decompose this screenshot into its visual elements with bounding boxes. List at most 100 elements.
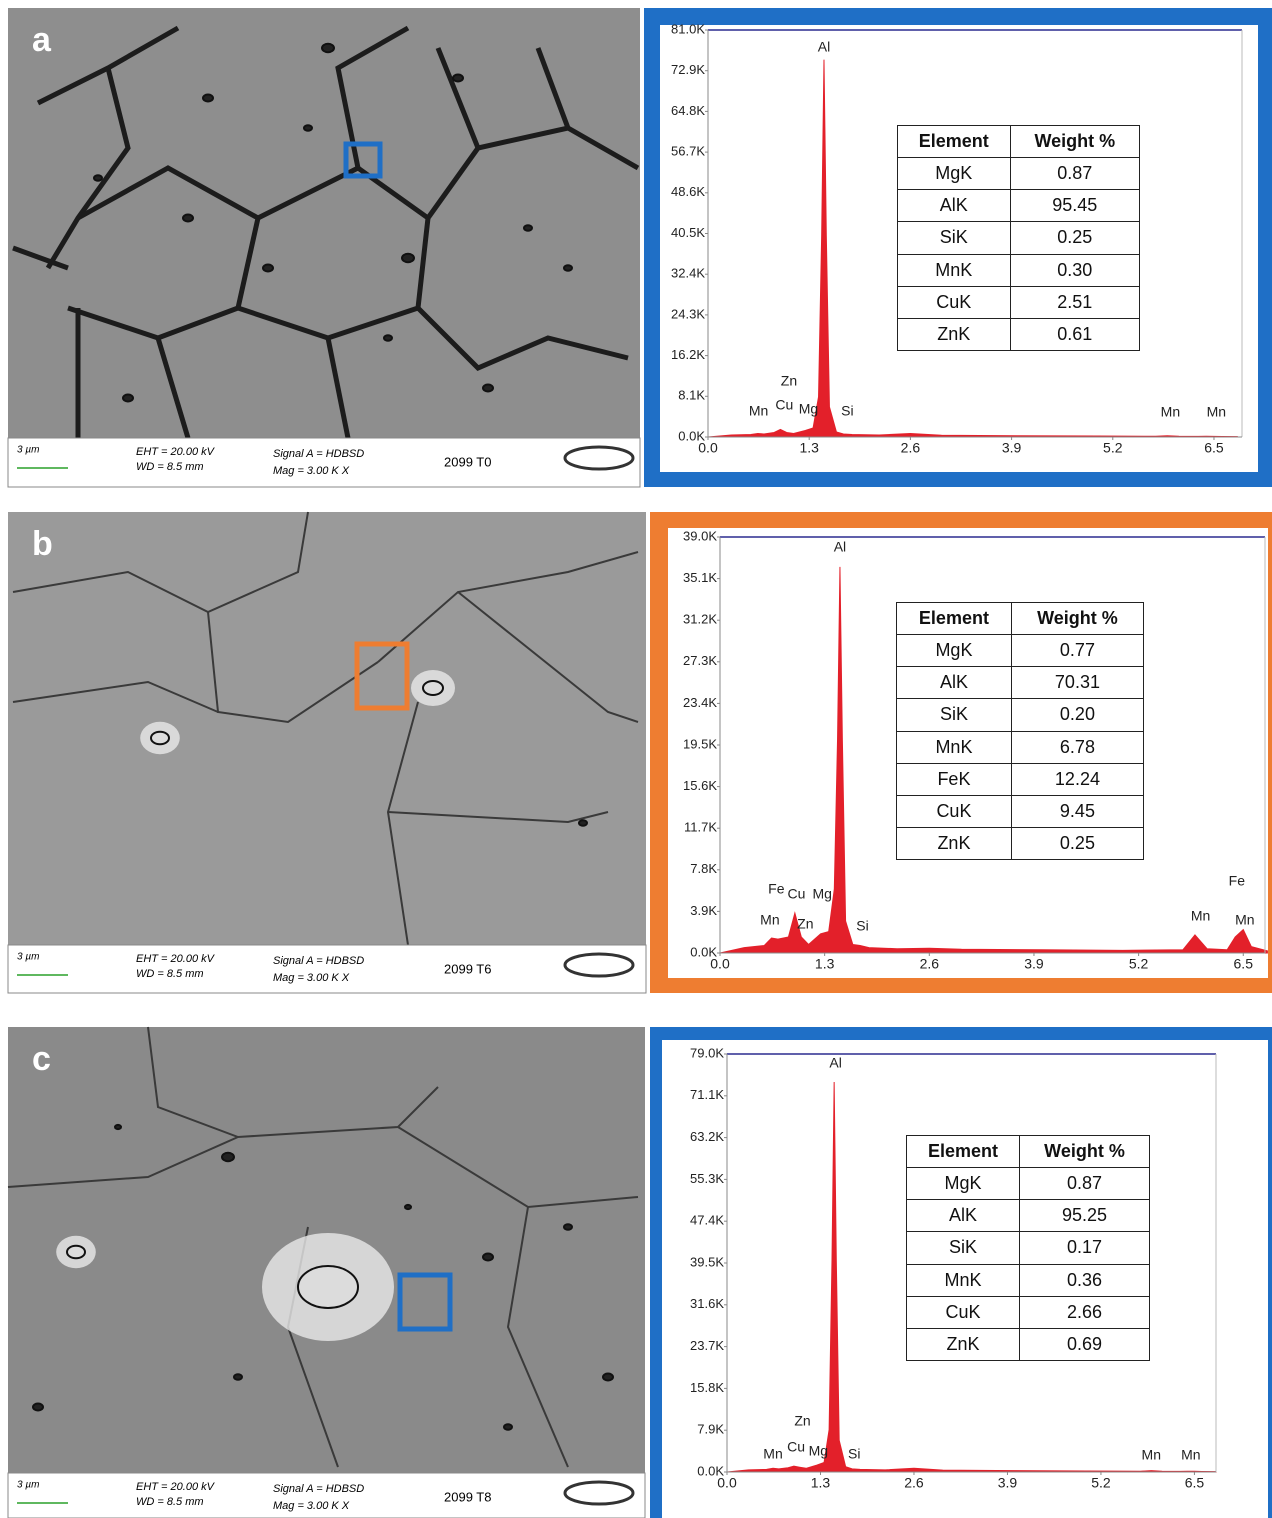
particle: [564, 1224, 572, 1230]
table-cell: 70.31: [1011, 667, 1143, 699]
table-cell: 2.51: [1010, 286, 1139, 318]
y-tick-label: 8.1K: [678, 388, 705, 403]
sample-name: 2099 T8: [444, 1489, 491, 1504]
table-cell: MnK: [897, 731, 1012, 763]
y-tick-label: 39.5K: [690, 1254, 724, 1269]
table-cell: 0.61: [1010, 318, 1139, 350]
page: {"panels": [ {"letter": "a", "frame_colo…: [0, 0, 1272, 1518]
table-cell: 0.87: [1010, 158, 1139, 190]
table-cell: ZnK: [907, 1328, 1020, 1360]
peak-label: Cu: [788, 886, 806, 902]
y-tick-label: 31.6K: [690, 1296, 724, 1311]
particle: [67, 1246, 85, 1259]
peak-label: Mn: [1207, 404, 1226, 420]
info-bar: [8, 438, 640, 487]
signal: Signal A = HDBSD: [273, 955, 364, 967]
panel-letter: c: [32, 1040, 51, 1078]
particle: [123, 395, 133, 402]
x-tick-label: 1.3: [799, 440, 819, 456]
table-cell: 0.36: [1020, 1264, 1150, 1296]
table-cell: 0.77: [1011, 635, 1143, 667]
mag: Mag = 3.00 K X: [273, 1500, 350, 1512]
particle: [453, 75, 463, 82]
y-tick-label: 47.4K: [690, 1213, 724, 1228]
table-cell: ZnK: [898, 318, 1011, 350]
y-tick-label: 27.3K: [683, 653, 717, 668]
particle: [234, 1374, 242, 1380]
info-bar: [8, 945, 646, 993]
x-tick-label: 2.6: [920, 956, 940, 972]
x-tick-label: 0.0: [698, 440, 718, 456]
particle: [504, 1424, 512, 1430]
particle: [203, 95, 213, 102]
table-header: Weight %: [1020, 1136, 1150, 1168]
peak-label: Zn: [797, 916, 813, 932]
x-tick-label: 0.0: [717, 1475, 737, 1491]
table-cell: 2.66: [1020, 1296, 1150, 1328]
particle: [384, 335, 392, 341]
peak-label: Fe: [768, 881, 785, 897]
x-tick-label: 6.5: [1185, 1475, 1205, 1491]
particle: [115, 1125, 121, 1129]
sample-name: 2099 T6: [444, 961, 491, 976]
y-tick-label: 39.0K: [683, 528, 717, 543]
x-tick-label: 1.3: [815, 956, 835, 972]
peak-label: Mg: [799, 401, 818, 417]
y-tick-label: 55.3K: [690, 1171, 724, 1186]
eht: EHT = 20.00 kV: [136, 1481, 216, 1493]
table-cell: 0.17: [1020, 1232, 1150, 1264]
table-cell: 0.20: [1011, 699, 1143, 731]
table-cell: MgK: [898, 158, 1011, 190]
peak-label: Fe: [1229, 873, 1246, 889]
y-tick-label: 35.1K: [683, 570, 717, 585]
x-tick-label: 6.5: [1234, 956, 1254, 972]
x-tick-label: 3.9: [1002, 440, 1022, 456]
peak-label: Si: [841, 403, 853, 419]
eht: EHT = 20.00 kV: [136, 953, 216, 965]
table-cell: MnK: [898, 254, 1011, 286]
peak-label: Si: [856, 918, 868, 934]
signal: Signal A = HDBSD: [273, 448, 364, 460]
y-tick-label: 23.4K: [683, 695, 717, 710]
table-cell: 95.45: [1010, 190, 1139, 222]
table-cell: 0.25: [1010, 222, 1139, 254]
mag: Mag = 3.00 K X: [273, 465, 350, 477]
scale-label: 3 µm: [17, 1480, 39, 1491]
peak-label: Al: [818, 39, 830, 55]
y-tick-label: 32.4K: [671, 266, 705, 281]
peak-label: Cu: [787, 1439, 805, 1455]
y-tick-label: 56.7K: [671, 144, 705, 159]
table-cell: 95.25: [1020, 1200, 1150, 1232]
table-cell: AlK: [898, 190, 1011, 222]
peak-label: Mg: [813, 886, 832, 902]
table-cell: MnK: [907, 1264, 1020, 1296]
x-tick-label: 5.2: [1091, 1475, 1111, 1491]
x-tick-label: 0.0: [710, 956, 730, 972]
table-cell: ZnK: [897, 827, 1012, 859]
table-cell: 12.24: [1011, 763, 1143, 795]
table-header: Element: [898, 126, 1011, 158]
composition-table: ElementWeight %MgK0.87AlK95.25SiK0.17MnK…: [906, 1135, 1150, 1361]
peak-label: Mn: [1181, 1447, 1200, 1463]
panel-letter: b: [32, 525, 53, 563]
x-tick-label: 1.3: [811, 1475, 831, 1491]
y-tick-label: 72.9K: [671, 62, 705, 77]
peak-label: Mn: [1235, 912, 1254, 928]
table-cell: 9.45: [1011, 795, 1143, 827]
particle: [304, 125, 312, 131]
particle: [322, 44, 334, 52]
table-cell: AlK: [897, 667, 1012, 699]
x-tick-label: 6.5: [1204, 440, 1224, 456]
table-cell: 6.78: [1011, 731, 1143, 763]
wd: WD = 8.5 mm: [136, 968, 204, 980]
peak-label: Zn: [781, 373, 797, 389]
particle: [151, 732, 169, 745]
peak-label: Al: [829, 1055, 841, 1071]
peak-label: Mn: [1191, 908, 1210, 924]
particle: [483, 385, 493, 392]
eht: EHT = 20.00 kV: [136, 446, 216, 458]
y-tick-label: 64.8K: [671, 103, 705, 118]
table-cell: CuK: [897, 795, 1012, 827]
